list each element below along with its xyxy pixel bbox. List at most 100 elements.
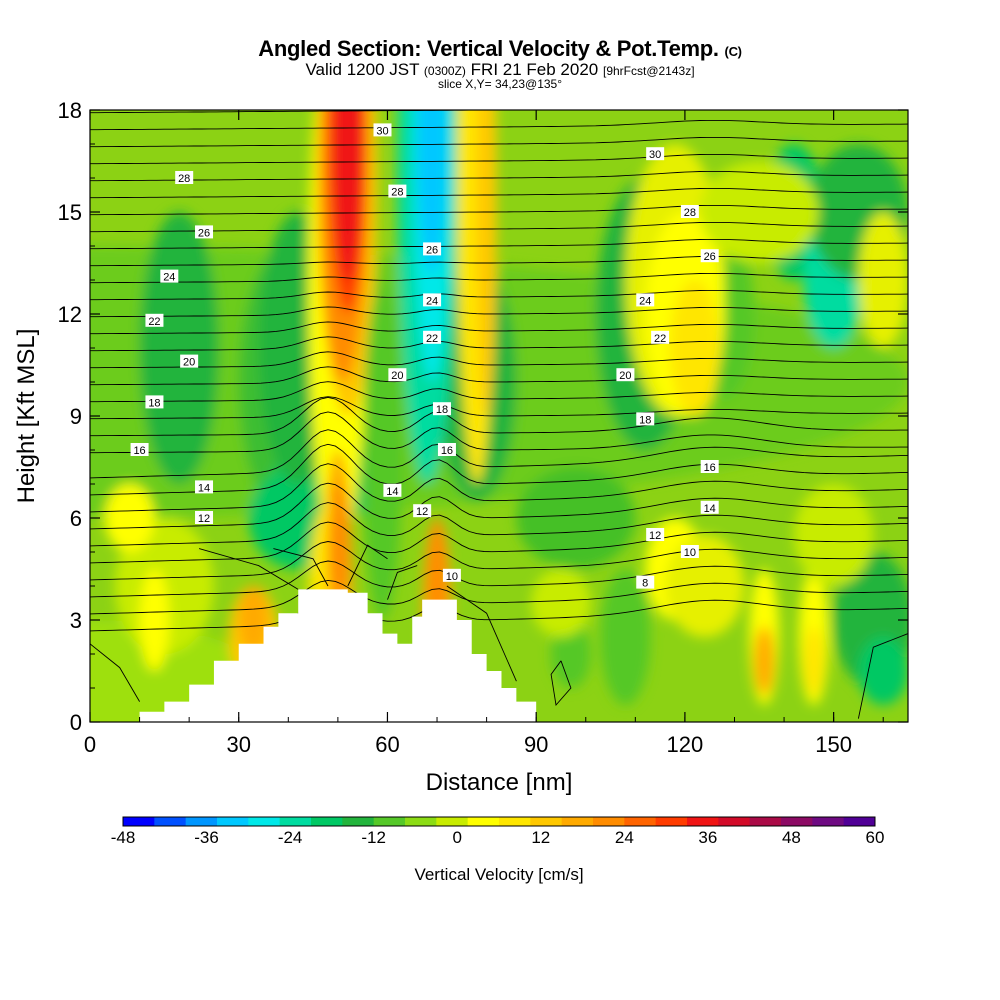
contour-label-box — [195, 480, 214, 494]
contour-label-box — [373, 123, 392, 137]
contour-labels: 30 28 28 26 26 24 24 22 22 20 20 18 18 16 16 14 14 12 12 10… — [130, 123, 719, 590]
contour-label: 22 — [426, 333, 438, 345]
contour-label-box — [423, 242, 442, 256]
contour-label: 30 — [649, 149, 661, 161]
colorbar-tick-label: -12 — [361, 828, 386, 847]
colorbar-swatch — [185, 817, 218, 826]
colorbar-swatch — [154, 817, 187, 826]
contour-label: 18 — [639, 414, 651, 426]
contour-label-box — [651, 330, 670, 344]
contour-label: 16 — [704, 462, 716, 474]
colorbar-swatch — [217, 817, 249, 826]
contour-label: 18 — [148, 397, 160, 409]
contour-label-box — [130, 443, 149, 456]
colorbar-tick-label: 24 — [615, 828, 634, 847]
contour-label-box — [195, 511, 214, 524]
contour-label: 26 — [704, 251, 716, 263]
contour-label-box — [180, 354, 199, 368]
y-tick-label: 3 — [70, 608, 82, 633]
colorbar-swatch — [436, 817, 469, 826]
contour-label: 10 — [684, 547, 696, 559]
contour-label: 28 — [684, 207, 696, 219]
x-axis-label: Distance [nm] — [426, 769, 573, 796]
contour-label-box — [175, 171, 194, 184]
contour-label: 20 — [619, 370, 631, 382]
colorbar-swatch — [311, 817, 343, 826]
y-tick-label: 9 — [70, 404, 82, 429]
contour-label: 26 — [198, 227, 210, 239]
contour-label-box — [160, 269, 179, 283]
contour-label-box — [646, 147, 665, 161]
contour-label: 12 — [198, 513, 210, 525]
colorbar-swatch — [405, 817, 437, 826]
contour-label: 10 — [446, 571, 458, 583]
contour-label: 14 — [386, 486, 398, 498]
colorbar-swatch — [749, 817, 782, 826]
contour-label-box — [145, 395, 164, 409]
contour-label: 24 — [639, 295, 651, 307]
colorbar-swatch — [373, 817, 406, 826]
contour-label-box — [636, 575, 655, 589]
colorbar-swatch — [718, 817, 751, 826]
chart-valid-time: Valid 1200 JST (0300Z) FRI 21 Feb 2020 [… — [305, 60, 695, 79]
chart-title: Angled Section: Vertical Velocity & Pot.… — [258, 36, 742, 61]
contour-label: 18 — [436, 404, 448, 416]
contour-label-box — [700, 500, 719, 514]
colorbar-tick-label: -24 — [278, 828, 303, 847]
contour-label-box — [680, 205, 699, 218]
colorbar-swatch — [655, 817, 688, 826]
colorbar-tick-label: 12 — [531, 828, 550, 847]
colorbar-swatch — [467, 817, 500, 826]
x-tick-label: 150 — [815, 732, 852, 757]
contour-label: 14 — [198, 482, 210, 494]
chart-slice-info: slice X,Y= 34,23@135° — [437, 77, 563, 91]
contour-label-box — [616, 368, 635, 382]
contour-label: 30 — [376, 125, 388, 137]
contour-label-box — [646, 528, 665, 541]
colorbar-swatch — [279, 817, 312, 826]
colorbar-swatch — [781, 817, 813, 826]
colorbar-swatch — [624, 817, 657, 826]
contour-label: 26 — [426, 244, 438, 256]
contour-label: 14 — [704, 503, 716, 515]
contour-label: 12 — [649, 530, 661, 542]
contour-label-box — [413, 504, 432, 518]
x-tick-label: 30 — [226, 732, 250, 757]
y-tick-label: 6 — [70, 506, 82, 531]
contour-label-box — [636, 293, 655, 307]
contour-label: 16 — [133, 445, 145, 457]
contour-label: 12 — [416, 506, 428, 518]
terrain-mask — [139, 589, 537, 722]
x-tick-label: 90 — [524, 732, 548, 757]
contour-label: 24 — [426, 295, 438, 307]
colorbar-swatch — [123, 817, 155, 826]
colorbar-swatch — [843, 817, 876, 826]
y-tick-label: 18 — [58, 98, 82, 123]
contour-label-box — [145, 313, 164, 327]
colorbar-tick-label: 60 — [866, 828, 885, 847]
colorbar-tick-label: 36 — [698, 828, 717, 847]
contour-label-box — [432, 402, 451, 416]
x-tick-label: 0 — [84, 732, 96, 757]
colorbar-swatch — [812, 817, 845, 826]
contour-label: 22 — [148, 316, 160, 328]
contour-label-box — [700, 460, 719, 473]
y-tick-label: 12 — [58, 302, 82, 327]
contour-label: 28 — [391, 187, 403, 199]
colorbar-tick-label: 0 — [452, 828, 461, 847]
contour-label-box — [437, 443, 456, 456]
contour-label: 16 — [441, 445, 453, 457]
contour-label: 28 — [178, 173, 190, 185]
x-tick-label: 120 — [667, 732, 704, 757]
colorbar-swatch — [561, 817, 594, 826]
colorbar-swatch — [530, 817, 563, 826]
contour-label: 20 — [391, 370, 403, 382]
y-tick-label: 0 — [70, 710, 82, 735]
y-axis-label: Height [Kft MSL] — [13, 329, 40, 504]
colorbar-swatch — [499, 817, 531, 826]
contour-label-box — [195, 225, 214, 239]
contour-label-box — [680, 545, 699, 558]
colorbar-tick-label: -48 — [111, 828, 136, 847]
contour-label-box — [423, 330, 442, 344]
contour-label-box — [388, 184, 407, 198]
